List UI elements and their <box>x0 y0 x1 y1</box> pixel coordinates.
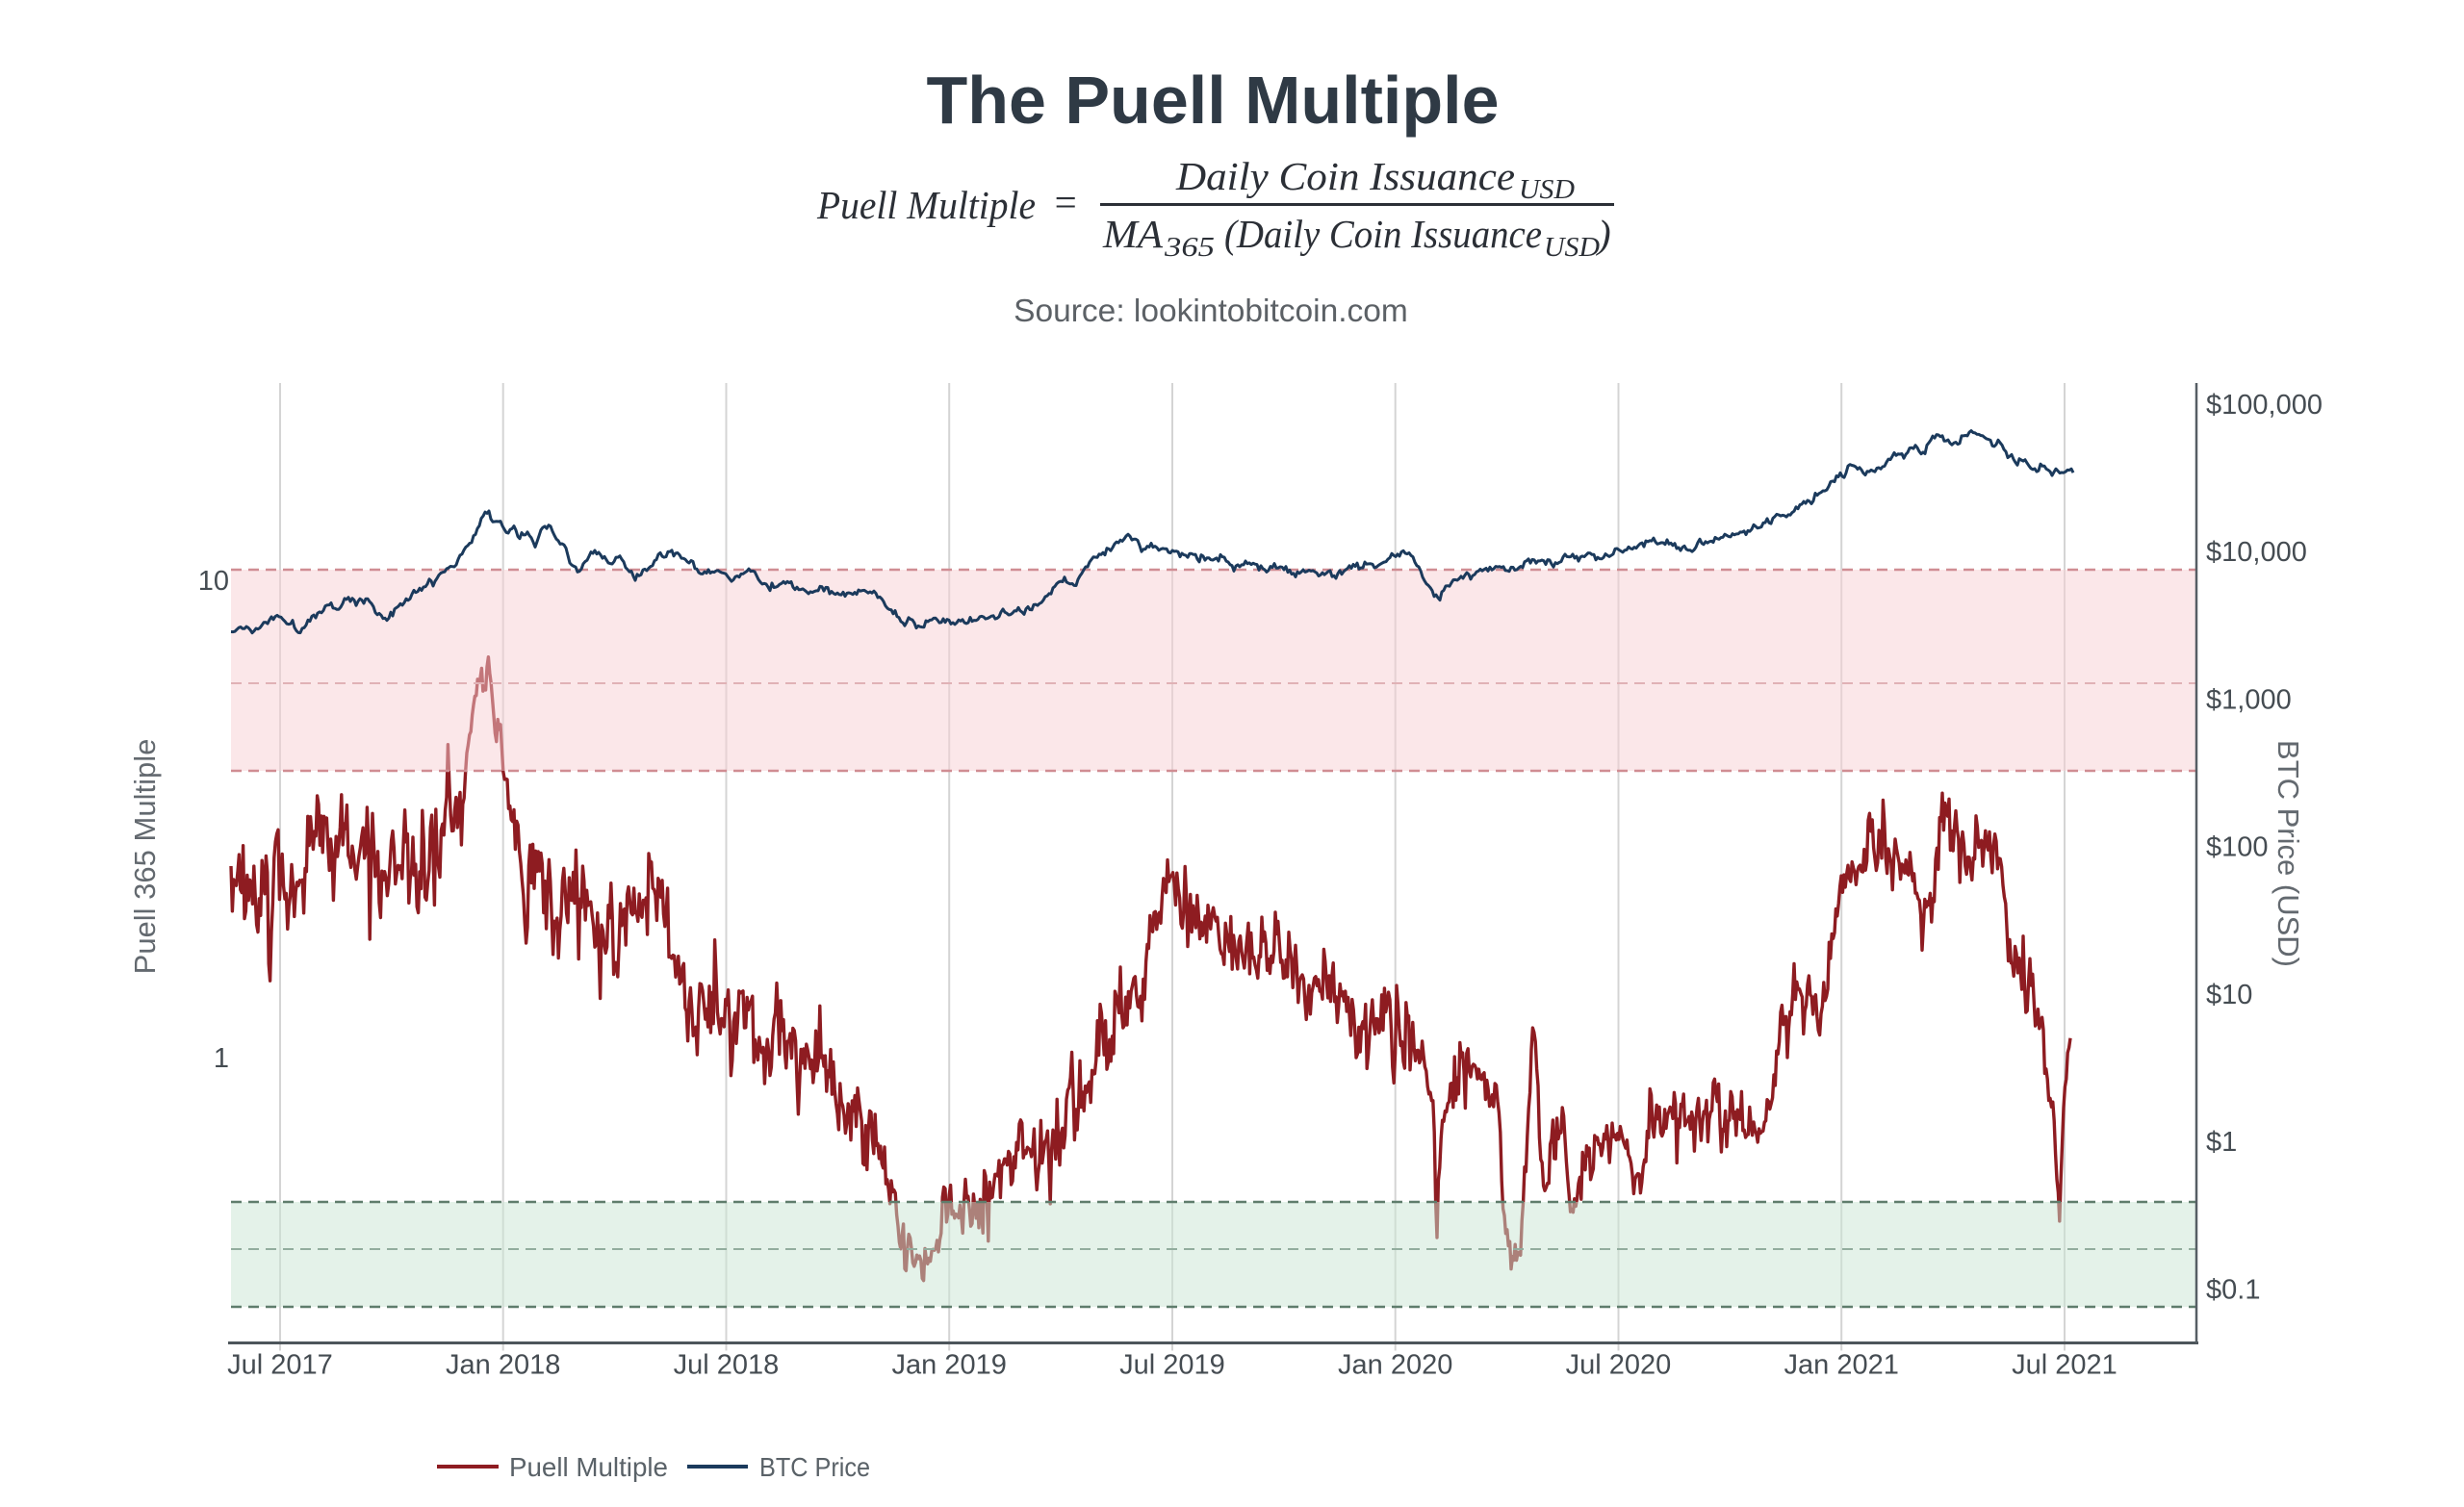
svg-text:Source: lookintobitcoin.com: Source: lookintobitcoin.com <box>1014 294 1408 329</box>
svg-text:(Daily Coin Issuance: (Daily Coin Issuance <box>1224 212 1542 256</box>
svg-text:Puell Multiple: Puell Multiple <box>816 183 1036 227</box>
svg-text:$10: $10 <box>2206 980 2252 1010</box>
svg-text:Puell Multiple: Puell Multiple <box>509 1452 668 1482</box>
svg-text:$1,000: $1,000 <box>2206 684 2292 715</box>
svg-text:Jul 2017: Jul 2017 <box>227 1350 333 1381</box>
svg-text:The Puell Multiple: The Puell Multiple <box>926 63 1499 138</box>
svg-text:USD: USD <box>1519 174 1575 205</box>
svg-text:MA: MA <box>1102 212 1164 256</box>
svg-text:10: 10 <box>198 566 229 597</box>
svg-text:$1: $1 <box>2206 1127 2237 1158</box>
svg-text:Puell 365 Multiple: Puell 365 Multiple <box>128 739 162 975</box>
svg-text:Jul 2018: Jul 2018 <box>674 1350 780 1381</box>
svg-text:Jul 2019: Jul 2019 <box>1119 1350 1225 1381</box>
svg-text:USD: USD <box>1544 232 1600 263</box>
svg-text:$100: $100 <box>2206 832 2269 863</box>
svg-text:1: 1 <box>214 1043 229 1074</box>
svg-text:Daily Coin Issuance: Daily Coin Issuance <box>1175 154 1515 198</box>
svg-text:365: 365 <box>1164 232 1215 263</box>
svg-text:=: = <box>1052 180 1079 224</box>
svg-text:BTC Price: BTC Price <box>759 1452 870 1482</box>
svg-text:Jul 2020: Jul 2020 <box>1566 1350 1672 1381</box>
svg-text:Jan 2020: Jan 2020 <box>1338 1350 1452 1381</box>
svg-text:Jul 2021: Jul 2021 <box>2012 1350 2118 1381</box>
svg-text:Jan 2019: Jan 2019 <box>892 1350 1007 1381</box>
svg-text:BTC Price (USD): BTC Price (USD) <box>2272 740 2305 967</box>
svg-text:$100,000: $100,000 <box>2206 390 2323 421</box>
svg-text:): ) <box>1596 212 1611 256</box>
svg-text:Jan 2018: Jan 2018 <box>446 1350 560 1381</box>
svg-text:Jan 2021: Jan 2021 <box>1784 1350 1899 1381</box>
svg-text:$10,000: $10,000 <box>2206 537 2307 568</box>
svg-text:$0.1: $0.1 <box>2206 1274 2260 1305</box>
